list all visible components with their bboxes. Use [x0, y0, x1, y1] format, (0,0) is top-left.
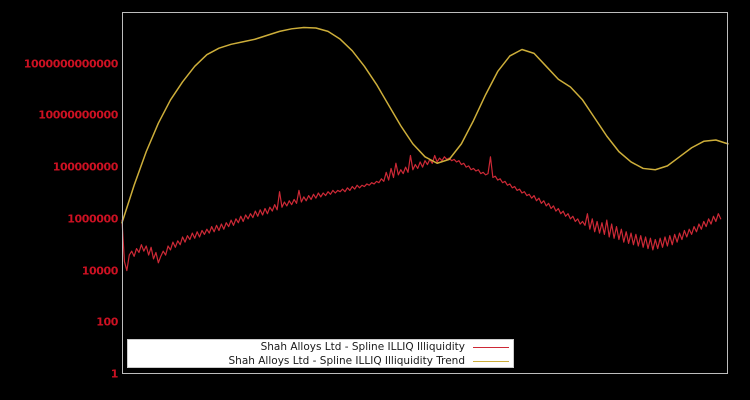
y-tick-label: 1000000000000 — [23, 57, 119, 71]
series-layer — [121, 26, 729, 272]
series-line — [121, 154, 722, 272]
y-axis-tick-labels: 1 100 10000 1000000 100000000 10000000000 1000… — [0, 0, 119, 400]
legend-swatch-illiquidity-trend — [473, 361, 509, 362]
legend-item-illiquidity: Shah Alloys Ltd - Spline ILLIQ Illiquidi… — [128, 341, 513, 354]
y-tick-label: 100 — [96, 315, 118, 329]
y-tick-label: 1 — [110, 367, 119, 381]
plot-frame — [122, 12, 728, 374]
legend-item-illiquidity-trend: Shah Alloys Ltd - Spline ILLIQ Illiquidi… — [128, 355, 513, 368]
chart-legend: Shah Alloys Ltd - Spline ILLIQ Illiquidi… — [127, 339, 514, 368]
y-tick-label: 10000000000 — [38, 108, 118, 122]
series-line — [121, 26, 729, 224]
legend-label-illiquidity: Shah Alloys Ltd - Spline ILLIQ Illiquidi… — [260, 341, 465, 353]
y-tick-label: 10000 — [81, 264, 119, 278]
y-tick-label: 100000000 — [52, 160, 119, 174]
y-tick-label: 1000000 — [67, 212, 118, 226]
legend-label-illiquidity-trend: Shah Alloys Ltd - Spline ILLIQ Illiquidi… — [228, 355, 466, 367]
legend-swatch-illiquidity — [473, 347, 509, 348]
